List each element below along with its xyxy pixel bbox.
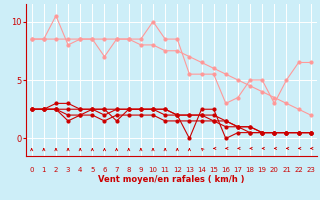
X-axis label: Vent moyen/en rafales ( km/h ): Vent moyen/en rafales ( km/h ): [98, 174, 244, 184]
